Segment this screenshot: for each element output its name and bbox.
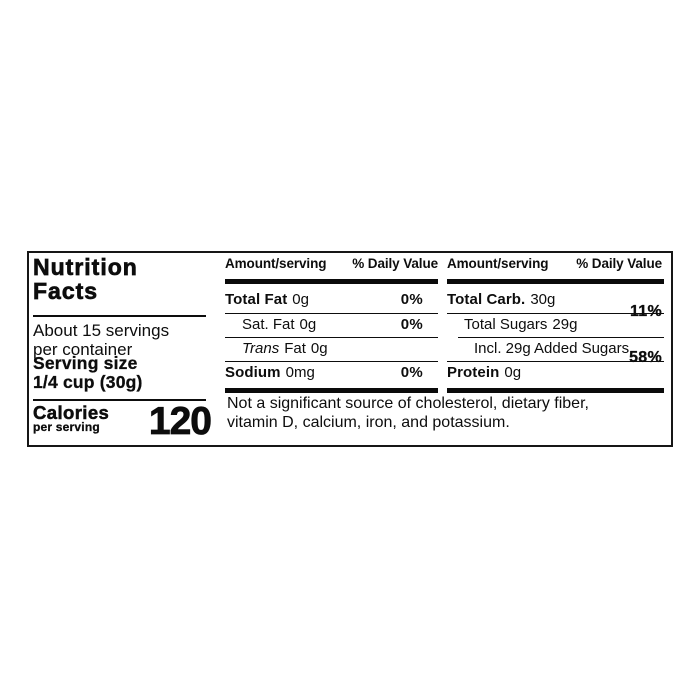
serving-size-value: 1/4 cup (30g)	[33, 372, 143, 392]
nutrient-name: Sodium	[225, 363, 281, 381]
serving-size-label: Serving size	[33, 353, 138, 373]
hairline	[447, 312, 664, 314]
divider-above-calories	[33, 399, 206, 401]
daily-value-header: % Daily Value	[576, 256, 662, 271]
divider-under-title	[33, 315, 206, 317]
daily-value-total-carb: 11%	[629, 303, 662, 320]
footnote-line2: vitamin D, calcium, iron, and potassium.	[227, 413, 510, 431]
nutrient-amount: 0mg	[285, 363, 315, 381]
nutrient-column-carbs: Amount/serving % Daily Value Total Carb.…	[447, 253, 664, 445]
panel-title-line2: Facts	[33, 278, 99, 304]
calories-label-block: Calories per serving	[33, 402, 110, 434]
thick-bar-top	[447, 279, 664, 284]
panel-title-line1: Nutrition	[33, 254, 138, 280]
row-total-fat: Total Fat 0g 0%	[225, 284, 438, 313]
nutrient-name: Total Sugars	[464, 316, 548, 333]
nutrient-column-fats: Amount/serving % Daily Value Total Fat 0g…	[225, 253, 438, 445]
calories-sublabel: per serving	[33, 420, 100, 434]
nutrient-amount: 0g	[310, 340, 328, 357]
hairline	[225, 336, 438, 338]
daily-value-added-sugars: 58%	[629, 349, 662, 366]
nutrient-amount: 0g	[292, 291, 309, 309]
nutrition-facts-panel: Nutrition Facts About 15 servings per co…	[27, 251, 673, 447]
thick-bar-bottom	[225, 388, 438, 393]
servings-per-container: About 15 servings per container	[33, 321, 170, 359]
nutrient-amount: 0g	[299, 316, 317, 333]
hairline	[225, 312, 438, 314]
daily-value: 0%	[400, 291, 423, 309]
panel-title: Nutrition Facts	[33, 254, 138, 304]
nutrient-rows: Total Fat 0g 0% Sat. Fat 0g 0% Trans Fat 0g …	[225, 284, 438, 388]
servings-line1: About 15 servings	[33, 321, 170, 340]
calories-value: 120	[148, 400, 213, 443]
nutrient-name: Total Carb.	[447, 291, 526, 309]
row-total-sugars: Total Sugars 29g	[447, 313, 664, 337]
amount-serving-header: Amount/serving	[447, 256, 549, 271]
nutrient-amount: 29g	[552, 316, 578, 333]
nutrient-name-italic: Trans	[242, 340, 280, 357]
row-protein: Protein 0g	[447, 361, 664, 389]
daily-value: 0%	[400, 316, 423, 333]
row-sat-fat: Sat. Fat 0g 0%	[225, 313, 438, 337]
amount-serving-header: Amount/serving	[225, 256, 327, 271]
row-total-carb: Total Carb. 30g	[447, 284, 664, 313]
hairline	[447, 360, 664, 362]
row-sodium: Sodium 0mg 0%	[225, 361, 438, 389]
hairline	[458, 336, 664, 338]
nutrient-name: Total Fat	[225, 291, 288, 309]
nutrient-amount: 30g	[530, 291, 556, 309]
daily-value-header: % Daily Value	[352, 256, 438, 271]
row-added-sugars: Incl. 29g Added Sugars	[447, 337, 664, 361]
nutrient-amount: 0g	[504, 363, 522, 381]
nutrient-name: Sat. Fat	[242, 316, 295, 333]
serving-size: Serving size 1/4 cup (30g)	[33, 353, 143, 392]
thick-bar-top	[225, 279, 438, 284]
column-header: Amount/serving % Daily Value	[225, 256, 438, 272]
nutrient-name: Protein	[447, 363, 500, 381]
row-trans-fat: Trans Fat 0g	[225, 337, 438, 361]
calories-label: Calories	[33, 402, 110, 423]
daily-value: 0%	[400, 363, 423, 381]
nutrient-name: Incl. 29g Added Sugars	[474, 340, 630, 357]
footnote-line1: Not a significant source of cholesterol,…	[227, 395, 589, 412]
column-header: Amount/serving % Daily Value	[447, 256, 664, 272]
calories-row: Calories per serving 120	[33, 400, 213, 443]
nutrient-rows: Total Carb. 30g Total Sugars 29g Incl. 29g…	[447, 284, 664, 388]
thick-bar-bottom	[447, 388, 664, 393]
servings-line2: per container	[33, 339, 133, 359]
nutrient-name: Fat	[284, 340, 306, 357]
footnote: Not a significant source of cholesterol,…	[227, 395, 669, 432]
hairline	[225, 360, 438, 362]
